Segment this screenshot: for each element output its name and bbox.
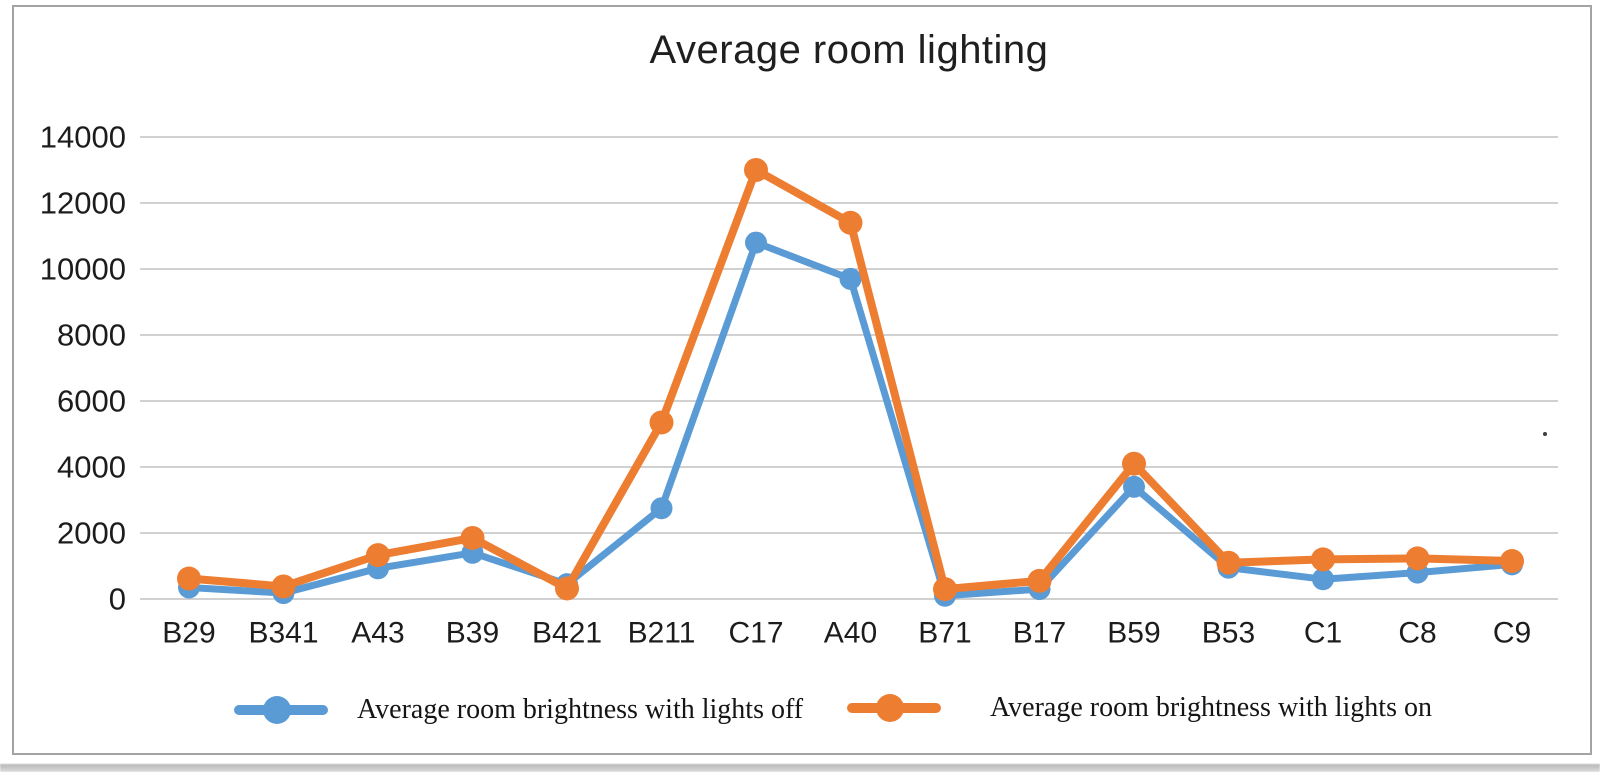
x-axis-tick-label: B71	[918, 617, 971, 650]
data-point-1-B71	[933, 577, 957, 602]
bottom-edge-shadow	[0, 764, 1600, 772]
x-axis-tick-label: B211	[628, 617, 696, 650]
data-point-1-B211	[649, 410, 674, 435]
x-axis-tick-label: C17	[728, 617, 783, 650]
data-point-0-B59	[1123, 475, 1145, 498]
data-point-0-C1	[1312, 568, 1334, 591]
x-axis-tick-label: A40	[824, 617, 877, 650]
data-point-0-B211	[650, 497, 673, 520]
x-axis-tick-label: C1	[1304, 617, 1342, 650]
data-point-1-C1	[1311, 547, 1335, 572]
legend-item-lights-off: Average room brightness with lights off	[233, 694, 803, 726]
data-point-1-B421	[555, 576, 579, 601]
x-axis-tick-label: B421	[532, 617, 602, 650]
legend-marker-lights-on	[847, 694, 941, 722]
data-point-0-C17	[745, 231, 767, 254]
legend-label-lights-on: Average room brightness with lights on	[990, 692, 1432, 723]
data-point-1-A43	[366, 543, 390, 568]
data-point-1-B53	[1216, 550, 1241, 575]
x-axis-tick-label: C8	[1398, 617, 1436, 650]
x-axis-tick-label: B53	[1202, 617, 1255, 650]
x-axis-tick-label: B39	[446, 617, 499, 650]
x-axis-tick-label: B341	[248, 617, 318, 650]
y-axis-tick-label: 4000	[57, 450, 126, 485]
data-point-1-C17	[744, 158, 768, 182]
y-axis-tick-label: 12000	[40, 186, 126, 221]
data-point-1-B17	[1027, 568, 1052, 593]
chart-title: Average room lighting	[649, 28, 1049, 72]
y-axis-tick-label: 14000	[40, 120, 126, 155]
series-line-0	[185, 239, 1516, 600]
legend-marker-lights-off	[234, 696, 328, 724]
x-axis-tick-label: B17	[1013, 617, 1066, 650]
x-axis-tick-label: C9	[1493, 617, 1531, 650]
speck-artifact	[1543, 432, 1547, 436]
data-point-1-A40	[838, 210, 863, 235]
data-point-1-B39	[460, 525, 485, 550]
data-point-1-B29	[177, 566, 201, 591]
y-axis-tick-label: 6000	[57, 384, 126, 419]
x-axis-tick-label: A43	[351, 617, 404, 650]
legend-item-lights-on: Average room brightness with lights on	[846, 692, 1432, 724]
y-axis-tick-label: 10000	[40, 252, 126, 287]
y-axis-tick-label: 8000	[57, 318, 126, 353]
y-axis-tick-label: 2000	[57, 516, 126, 551]
data-point-1-B341	[271, 574, 296, 599]
data-point-0-A40	[839, 267, 862, 290]
data-point-1-B59	[1122, 451, 1146, 476]
x-axis-tick-label: B59	[1107, 617, 1160, 650]
x-axis-tick-label: B29	[162, 617, 215, 650]
data-point-1-C9	[1500, 549, 1524, 574]
legend-label-lights-off: Average room brightness with lights off	[357, 694, 804, 725]
data-point-1-C8	[1405, 546, 1430, 571]
y-axis-tick-label: 0	[109, 582, 126, 617]
